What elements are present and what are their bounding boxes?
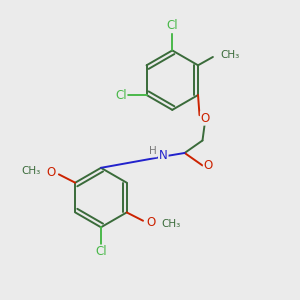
Text: O: O: [146, 216, 155, 229]
Text: CH₃: CH₃: [220, 50, 240, 61]
Text: CH₃: CH₃: [161, 219, 180, 229]
Text: Cl: Cl: [167, 19, 178, 32]
Text: O: O: [46, 166, 56, 179]
Text: Cl: Cl: [115, 88, 127, 101]
Text: Cl: Cl: [95, 245, 107, 258]
Text: H: H: [149, 146, 156, 157]
Text: N: N: [159, 148, 168, 162]
Text: O: O: [201, 112, 210, 125]
Text: CH₃: CH₃: [22, 166, 41, 176]
Text: O: O: [204, 159, 213, 172]
